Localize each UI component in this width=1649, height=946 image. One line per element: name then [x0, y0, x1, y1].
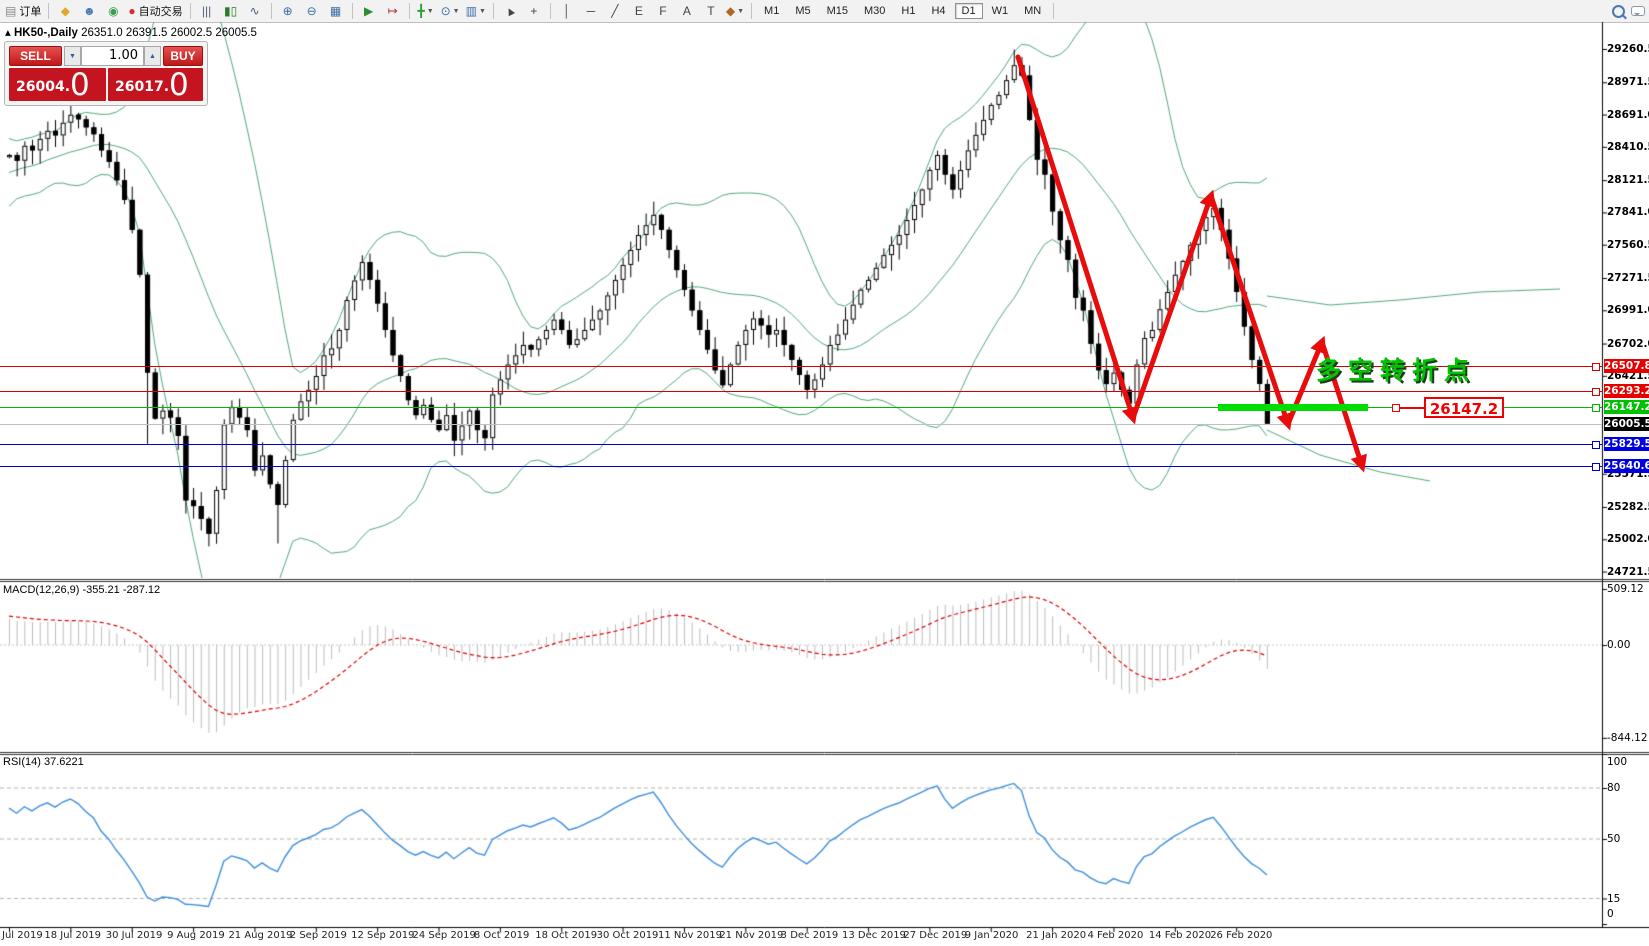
symbol-period-label: HK50-,Daily: [13, 27, 78, 39]
chart-title: ▴ HK50-,Daily 26351.0 26391.5 26002.5 26…: [5, 25, 257, 39]
price-box-anchor[interactable]: [1392, 404, 1400, 412]
sell-button[interactable]: SELL: [9, 46, 62, 66]
support-zone-bar[interactable]: [1218, 404, 1368, 412]
macd-indicator-label: MACD(12,26,9) -355.21 -287.12: [3, 584, 161, 596]
volume-input[interactable]: 1.00: [81, 46, 144, 66]
buy-price-main: 26017: [115, 79, 164, 95]
buy-price-display[interactable]: 26017. 0: [108, 68, 203, 101]
sell-price-pip: 0: [70, 67, 90, 103]
sell-price-main: 26004: [16, 79, 65, 95]
buy-price-pip: 0: [169, 67, 189, 103]
buy-button[interactable]: BUY: [163, 46, 203, 66]
rsi-indicator-label: RSI(14) 37.6221: [3, 756, 84, 768]
price-box-connector: [1399, 407, 1424, 409]
one-click-trade-panel: SELL ▼ 1.00 ▲ BUY 26004. 0 26017. 0: [4, 41, 208, 106]
sell-price-display[interactable]: 26004. 0: [9, 68, 106, 101]
ohlc-readout: 26351.0 26391.5 26002.5 26005.5: [81, 27, 257, 39]
chart-mini-icon: ▴: [5, 27, 14, 39]
volume-decrease-button[interactable]: ▼: [64, 46, 81, 66]
volume-increase-button[interactable]: ▲: [144, 46, 161, 66]
price-level-box[interactable]: 26147.2: [1424, 397, 1504, 418]
annotation-text[interactable]: 多空转折点: [1316, 357, 1477, 385]
